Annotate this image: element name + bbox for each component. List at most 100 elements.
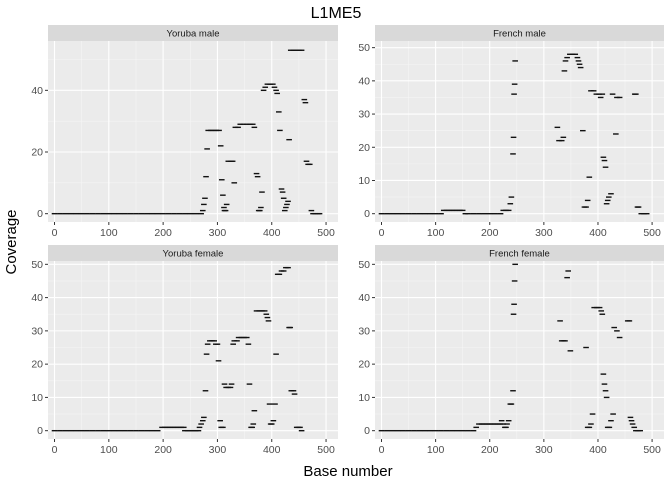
x-tick-label: 0 xyxy=(52,227,58,239)
data-point xyxy=(438,429,444,432)
data-point xyxy=(576,63,583,65)
data-point xyxy=(180,426,187,429)
data-point xyxy=(598,310,605,312)
data-point xyxy=(503,426,509,429)
data-point xyxy=(628,420,635,422)
x-tick-label: 400 xyxy=(589,227,607,239)
x-tick-label: 500 xyxy=(317,444,335,456)
data-point xyxy=(214,343,221,345)
data-point xyxy=(557,320,563,322)
data-point xyxy=(223,203,230,206)
data-point xyxy=(497,212,504,215)
data-point xyxy=(596,93,602,95)
data-point xyxy=(510,390,516,392)
y-tick-label: 30 xyxy=(31,325,43,337)
data-point xyxy=(276,111,282,113)
data-point xyxy=(285,200,291,203)
data-point xyxy=(574,56,581,59)
data-point xyxy=(602,390,609,392)
y-tick-label: 0 xyxy=(364,208,370,220)
x-tick-label: 200 xyxy=(154,227,172,239)
data-point xyxy=(217,420,223,422)
data-point xyxy=(234,340,240,342)
data-point xyxy=(421,429,428,432)
data-point xyxy=(260,89,267,92)
data-point xyxy=(202,390,209,392)
y-axis-label: Coverage xyxy=(3,209,20,274)
data-point xyxy=(301,98,308,101)
x-tick-label: 100 xyxy=(427,227,445,239)
data-point xyxy=(106,429,112,432)
data-point xyxy=(211,340,217,342)
data-point xyxy=(560,136,567,139)
data-point xyxy=(508,196,515,198)
data-point xyxy=(276,273,283,276)
data-point xyxy=(283,206,289,209)
panel-background xyxy=(48,41,338,222)
data-point xyxy=(221,383,228,385)
data-point xyxy=(631,426,638,429)
data-point xyxy=(187,212,194,215)
panel-background xyxy=(48,261,338,439)
data-point xyxy=(512,60,518,62)
data-point xyxy=(149,212,156,215)
data-point xyxy=(596,306,603,309)
data-point xyxy=(62,212,69,215)
data-point xyxy=(57,212,63,215)
data-point xyxy=(144,212,150,215)
data-point xyxy=(122,212,128,215)
data-point xyxy=(486,212,493,215)
data-point xyxy=(510,136,517,139)
data-point xyxy=(251,126,258,129)
data-point xyxy=(586,176,593,178)
data-point xyxy=(73,212,80,215)
data-point xyxy=(561,70,568,72)
data-point xyxy=(215,360,222,362)
data-point xyxy=(580,129,586,132)
data-point xyxy=(182,212,188,215)
y-tick-label: 10 xyxy=(358,175,370,187)
data-point xyxy=(583,206,589,208)
data-point xyxy=(416,212,423,215)
data-point xyxy=(411,212,417,215)
data-point xyxy=(127,429,134,432)
data-point xyxy=(133,429,139,432)
data-point xyxy=(564,276,570,279)
data-point xyxy=(222,209,229,212)
panel-2: French male 0 100 200 300 400 500 0 10 20 30 40 50 xyxy=(358,25,664,239)
data-point xyxy=(235,126,241,129)
data-point xyxy=(51,212,58,215)
data-point xyxy=(154,212,161,215)
data-point xyxy=(416,429,423,432)
panel-3: Yoruba female 0 100 200 300 400 500 0 10 20 30 40 50 xyxy=(31,245,338,456)
x-tick-label: 0 xyxy=(379,444,385,456)
data-point xyxy=(473,426,480,429)
y-tick-label: 20 xyxy=(31,147,43,159)
data-point xyxy=(246,383,253,385)
data-point xyxy=(204,343,211,345)
data-point xyxy=(262,86,269,88)
data-point xyxy=(443,429,450,432)
data-point xyxy=(254,175,261,178)
data-point xyxy=(256,209,263,212)
data-point xyxy=(250,423,257,425)
data-point xyxy=(229,160,236,162)
data-point xyxy=(400,429,406,432)
x-tick-label: 0 xyxy=(379,227,385,239)
data-point xyxy=(508,403,515,405)
data-point xyxy=(268,423,275,425)
y-tick-label: 20 xyxy=(31,359,43,371)
data-point xyxy=(611,326,618,329)
data-point xyxy=(237,123,244,125)
data-point xyxy=(100,429,107,432)
data-point xyxy=(278,188,285,190)
data-point xyxy=(601,159,608,162)
data-point xyxy=(635,206,642,208)
data-point xyxy=(221,206,227,209)
x-tick-label: 500 xyxy=(643,227,661,239)
data-point xyxy=(389,429,396,432)
data-point xyxy=(459,429,466,432)
data-point xyxy=(274,92,280,95)
data-point xyxy=(601,383,608,385)
